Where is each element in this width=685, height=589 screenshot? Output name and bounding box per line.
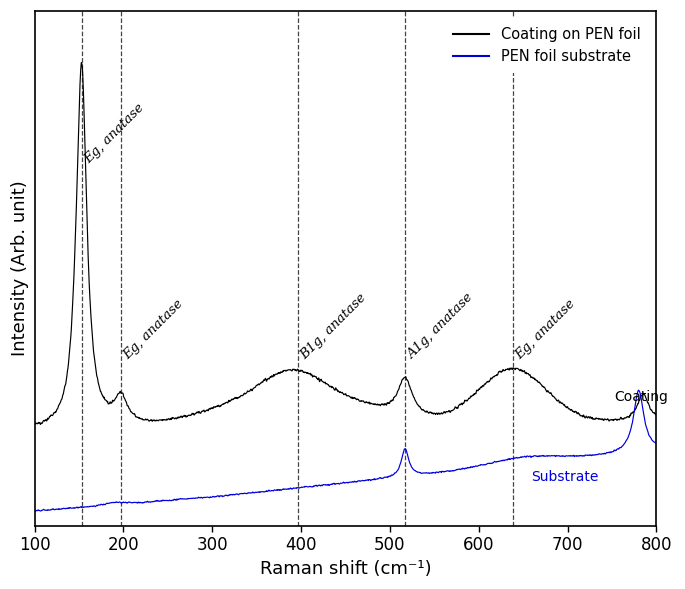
Text: Coating: Coating xyxy=(614,391,668,404)
Text: Substrate: Substrate xyxy=(531,470,599,484)
Text: Eg, anatase: Eg, anatase xyxy=(512,297,577,362)
Text: Eg, anatase: Eg, anatase xyxy=(121,297,186,362)
X-axis label: Raman shift (cm⁻¹): Raman shift (cm⁻¹) xyxy=(260,560,432,578)
Legend: Coating on PEN foil, PEN foil substrate: Coating on PEN foil, PEN foil substrate xyxy=(444,18,649,73)
Text: Eg, anatase: Eg, anatase xyxy=(82,101,147,166)
Text: A1g, anatase: A1g, anatase xyxy=(405,292,476,362)
Text: B1g, anatase: B1g, anatase xyxy=(299,291,369,362)
Y-axis label: Intensity (Arb. unit): Intensity (Arb. unit) xyxy=(11,181,29,356)
